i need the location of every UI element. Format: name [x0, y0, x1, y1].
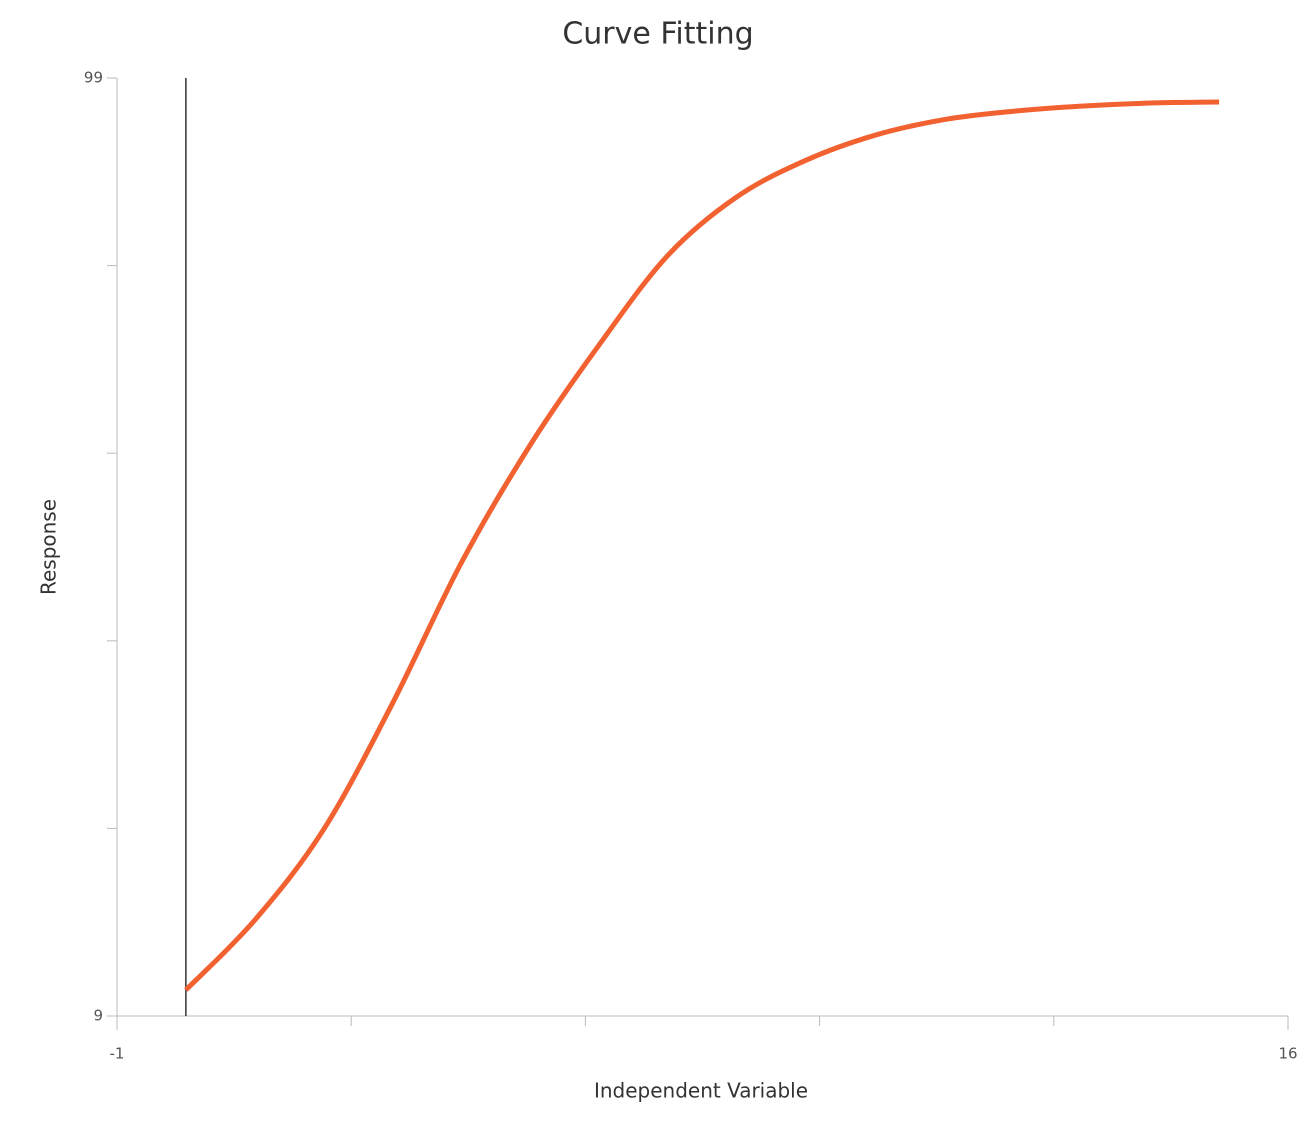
chart-title: Curve Fitting	[562, 17, 753, 52]
x-axis-label: Independent Variable	[594, 1079, 808, 1103]
y-tick-label: 9	[93, 1007, 103, 1025]
y-axis-label: Response	[37, 499, 61, 595]
y-tick-label: 99	[84, 69, 103, 87]
x-tick-label: -1	[110, 1045, 125, 1063]
x-tick-label: 16	[1278, 1045, 1297, 1063]
curve	[184, 99, 1220, 992]
